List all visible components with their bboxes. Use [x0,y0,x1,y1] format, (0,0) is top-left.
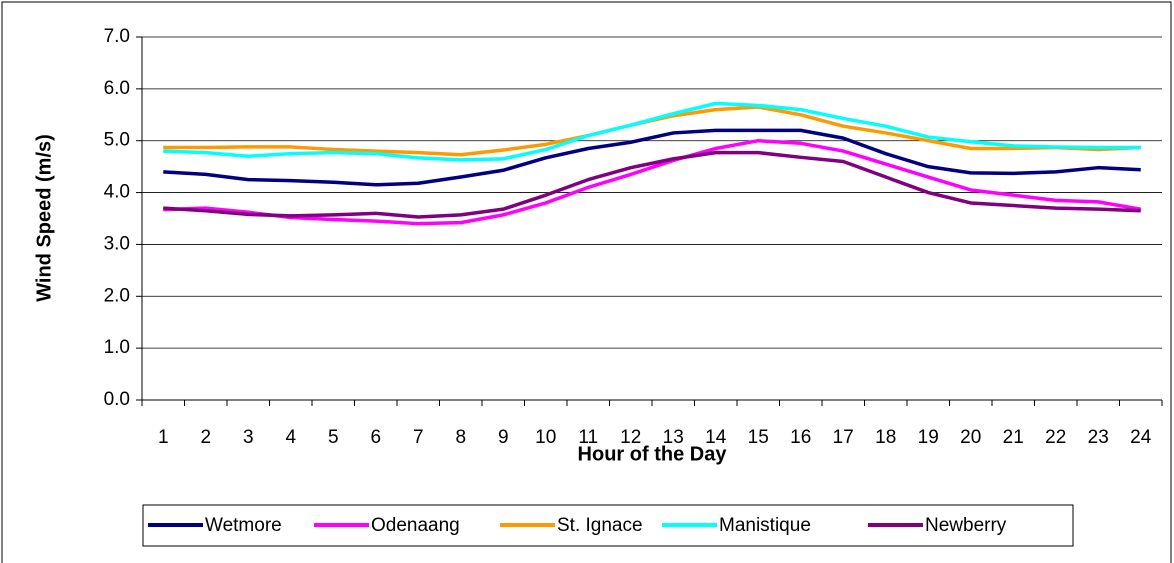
x-tick-label: 6 [370,427,381,448]
y-tick-label: 5.0 [104,130,130,151]
y-tick-label: 7.0 [104,26,130,47]
x-tick-label: 12 [620,427,641,448]
x-tick-label: 10 [535,427,556,448]
x-tick-label: 24 [1130,427,1152,448]
x-tick-label: 11 [578,427,598,448]
x-tick-label: 20 [960,427,981,448]
legend-label: Odenaang [371,515,460,536]
x-tick-label: 14 [705,427,727,448]
x-tick-label: 15 [748,427,769,448]
x-tick-label: 19 [918,427,939,448]
x-tick-label: 3 [243,427,254,448]
series-line [163,150,1141,219]
legend-label: St. Ignace [557,515,643,536]
series-line [163,128,1141,187]
legend-label: Wetmore [205,515,282,536]
x-tick-label: 18 [875,427,896,448]
series-line [163,101,1141,162]
y-tick-label: 2.0 [104,285,130,306]
y-tick-label: 3.0 [104,233,130,254]
y-tick-label: 6.0 [104,78,130,99]
y-tick-label: 1.0 [104,337,130,358]
series-line [163,138,1142,226]
x-tick-label: 5 [328,427,339,448]
x-tick-label: 8 [455,427,466,448]
legend-label: Manistique [719,515,811,536]
x-tick-label: 9 [498,427,509,448]
legend-label: Newberry [925,515,1007,536]
x-tick-label: 16 [790,427,811,448]
x-tick-label: 2 [200,427,211,448]
x-tick-label: 22 [1045,427,1066,448]
y-tick-label: 4.0 [104,182,130,203]
x-tick-label: 4 [285,427,296,448]
x-tick-label: 7 [413,427,424,448]
x-axis-title: Hour of the Day [578,443,728,465]
y-axis-title: Wind Speed (m/s) [33,134,55,302]
x-tick-label: 13 [663,427,684,448]
x-tick-label: 21 [1003,427,1024,448]
x-tick-label: 23 [1088,427,1109,448]
y-tick-label: 0.0 [104,389,130,410]
x-tick-label: 1 [158,427,169,448]
x-tick-label: 17 [833,427,854,448]
